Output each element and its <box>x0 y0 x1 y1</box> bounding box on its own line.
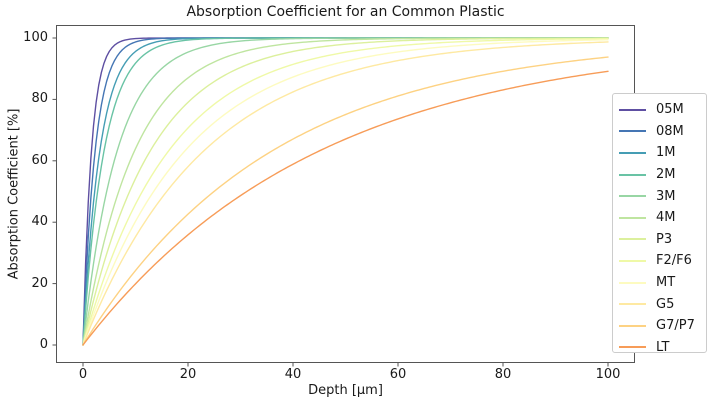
x-tick-label: 40 <box>284 367 302 382</box>
curve-p3 <box>82 37 609 346</box>
chart-title: Absorption Coefficient for an Common Pla… <box>186 4 505 20</box>
legend-label: 1M <box>656 145 676 161</box>
curve-f2-f6 <box>82 37 609 346</box>
legend-line-swatch <box>619 324 646 327</box>
y-axis-label: Absorption Coefficient [%] <box>6 108 22 280</box>
legend-item: F2/F6 <box>613 250 706 272</box>
axes-spines <box>56 25 635 363</box>
legend: 05M 08M 1M 2M 3M 4M P3 F2/F6 MT G5 G7/P7 LT <box>612 93 707 355</box>
legend-item: 08M <box>613 121 706 143</box>
y-tick-label: 20 <box>31 275 48 291</box>
curve-g7-p7 <box>82 56 609 346</box>
x-axis-label: Depth [μm] <box>308 383 383 398</box>
legend-line-swatch <box>619 108 646 111</box>
legend-label: MT <box>656 275 676 291</box>
y-tick-label: 80 <box>31 91 48 107</box>
legend-item: G5 <box>613 293 706 315</box>
legend-line-swatch <box>619 281 646 284</box>
legend-item: 4M <box>613 207 706 229</box>
legend-label: 4M <box>656 210 676 226</box>
legend-line-swatch <box>619 173 646 176</box>
x-tick-label: 100 <box>595 367 621 382</box>
legend-line-swatch <box>619 130 646 133</box>
curve-lt <box>82 70 609 346</box>
legend-line-swatch <box>619 151 646 154</box>
legend-label: 2M <box>656 167 676 183</box>
legend-item: G7/P7 <box>613 315 706 337</box>
y-tick-label: 40 <box>31 214 48 230</box>
legend-label: P3 <box>656 231 673 247</box>
legend-line-swatch <box>619 303 646 306</box>
curve-mt <box>82 39 609 346</box>
legend-item: 3M <box>613 185 706 207</box>
y-tick-label: 60 <box>31 152 48 168</box>
legend-line-swatch <box>619 259 646 262</box>
legend-label: F2/F6 <box>656 253 692 269</box>
legend-label: G7/P7 <box>656 318 695 334</box>
legend-line-swatch <box>619 195 646 198</box>
legend-label: LT <box>656 339 670 355</box>
legend-item: LT <box>613 337 706 359</box>
legend-line-swatch <box>619 216 646 219</box>
legend-item: 05M <box>613 99 706 121</box>
legend-label: 08M <box>656 123 684 139</box>
curve-g5 <box>82 41 609 346</box>
legend-item: 1M <box>613 142 706 164</box>
x-tick-label: 0 <box>78 367 88 382</box>
legend-label: G5 <box>656 296 675 312</box>
y-tick-label: 0 <box>39 337 48 352</box>
legend-line-swatch <box>619 346 646 349</box>
legend-label: 05M <box>656 102 684 118</box>
y-tick-label: 100 <box>23 30 48 45</box>
legend-item: P3 <box>613 229 706 251</box>
x-tick-label: 80 <box>494 367 512 382</box>
x-tick-label: 20 <box>179 367 197 382</box>
x-tick-label: 60 <box>389 367 407 382</box>
legend-line-swatch <box>619 238 646 241</box>
legend-item: MT <box>613 272 706 294</box>
legend-item: 2M <box>613 164 706 186</box>
legend-label: 3M <box>656 188 676 204</box>
